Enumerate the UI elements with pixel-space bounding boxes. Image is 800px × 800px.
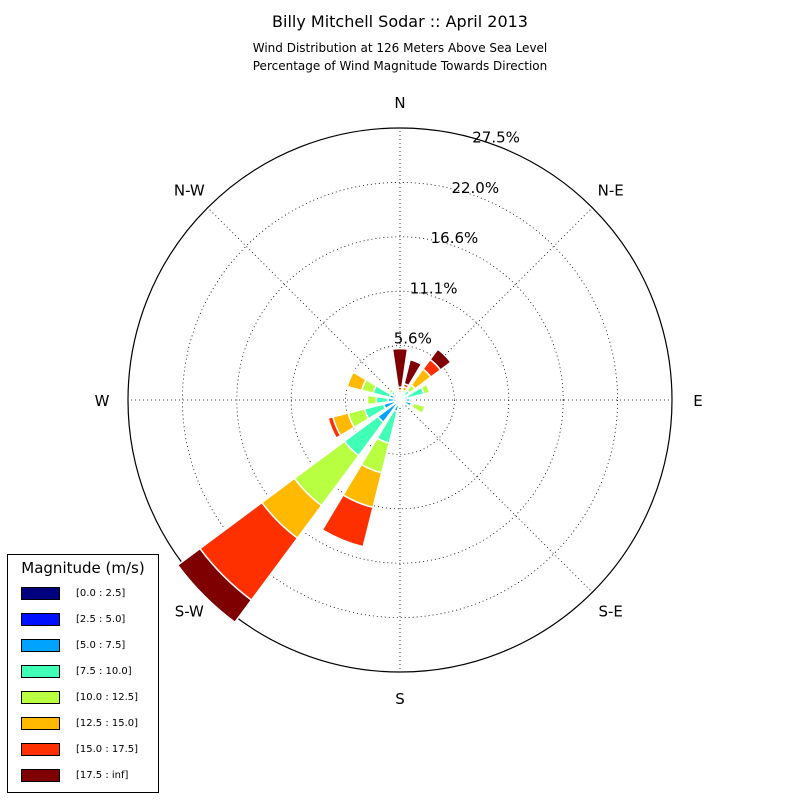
direction-label: W (95, 392, 110, 410)
legend-swatch (21, 665, 60, 678)
legend-label: [12.5 : 15.0] (76, 718, 139, 729)
wind-bar-segment (403, 358, 423, 387)
wind-bar-segment (395, 393, 400, 397)
wind-bar-segment (401, 407, 407, 412)
radial-gridline (181, 181, 619, 619)
chart-subtitle-line-2: Percentage of Wind Magnitude Towards Dir… (252, 59, 548, 73)
wind-bar-segment (410, 402, 426, 415)
legend-label: [0.0 : 2.5] (76, 588, 126, 599)
legend-swatch (21, 691, 60, 704)
wind-bar-segment (366, 394, 378, 406)
legend: Magnitude (m/s) [0.0 : 2.5] [2.5 : 5.0] … (7, 554, 159, 793)
legend-label: [15.0 : 17.5] (76, 744, 139, 755)
radial-gridline (236, 236, 564, 564)
radial-tick-label: 11.1% (410, 279, 458, 297)
wind-bar-segment (398, 405, 402, 408)
wind-bar-segment (429, 348, 452, 371)
direction-label: S (395, 690, 405, 708)
radial-tick-label: 5.6% (394, 330, 432, 348)
polar-frame (127, 127, 673, 673)
angular-gridline (399, 207, 593, 401)
legend-swatch (21, 639, 60, 652)
legend-swatch (21, 613, 60, 626)
wind-bar-segment (176, 547, 253, 624)
wind-bar-segment (375, 395, 390, 405)
radial-tick-label: 22.0% (451, 179, 499, 197)
legend-label: [2.5 : 5.0] (76, 614, 126, 625)
angular-gridline (207, 207, 401, 401)
wind-bar-segment (410, 397, 414, 403)
legend-label: [5.0 : 7.5] (76, 640, 126, 651)
legend-label: [7.5 : 10.0] (76, 666, 132, 677)
radial-gridline (345, 345, 455, 455)
chart-subtitle-line-1: Wind Distribution at 126 Meters Above Se… (252, 41, 548, 55)
legend-label: [17.5 : inf] (76, 770, 129, 781)
legend-title: Magnitude (m/s) (21, 559, 145, 577)
direction-label: N (394, 94, 405, 112)
legend-swatch (21, 769, 60, 782)
wind-bar-segment (346, 371, 368, 392)
legend-swatch (21, 587, 60, 600)
wind-bar-segment (321, 494, 374, 548)
radial-tick-label: 16.6% (431, 229, 479, 247)
wind-bar-segment (420, 383, 431, 395)
legend-label: [10.0 : 12.5] (76, 692, 139, 703)
legend-swatch (21, 717, 60, 730)
angular-gridline (399, 399, 593, 593)
wind-bar-segment (327, 415, 342, 440)
legend-swatch (21, 743, 60, 756)
direction-label: S-E (599, 603, 623, 621)
wind-bar-segment (387, 387, 395, 395)
direction-label: N-W (174, 181, 205, 199)
direction-label: E (693, 392, 702, 410)
direction-label: N-E (598, 181, 624, 199)
chart-title: Billy Mitchell Sodar :: April 2013 (272, 12, 528, 31)
direction-label: S-W (175, 603, 204, 621)
wind-bar-segment (391, 347, 409, 389)
radial-tick-label: 27.5% (472, 129, 520, 147)
